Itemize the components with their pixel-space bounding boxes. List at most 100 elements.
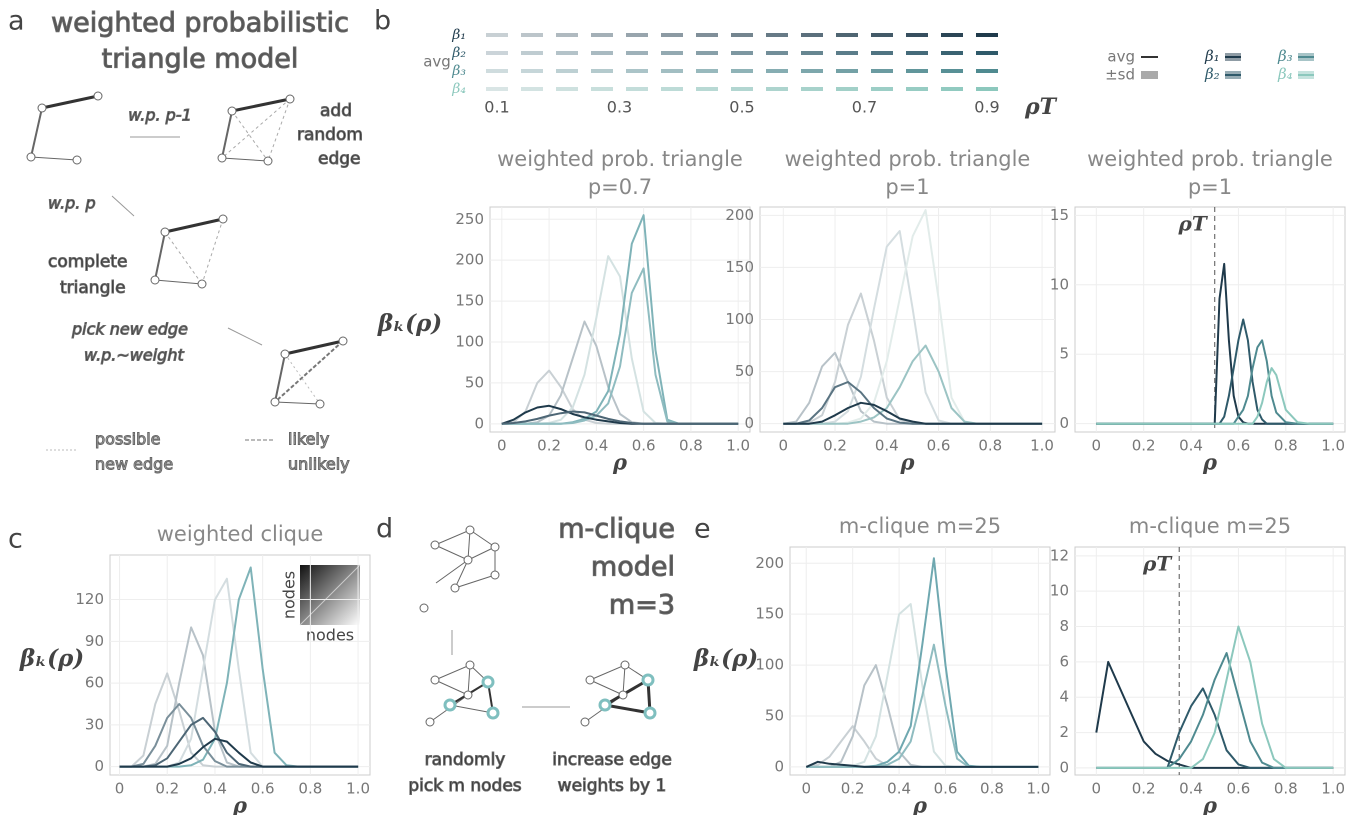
y-tick-label: 4 xyxy=(1059,688,1069,706)
chart-title: weighted prob. triangle xyxy=(1087,147,1333,171)
x-tick-label: 1.0 xyxy=(1026,780,1050,798)
legend-tick-label: 0.9 xyxy=(974,98,999,117)
y-tick-label: 15 xyxy=(1050,206,1069,224)
series-line xyxy=(501,214,739,425)
y-axis-label: βₖ(ρ) xyxy=(377,310,442,337)
x-tick-label: 1.0 xyxy=(1321,437,1345,455)
y-tick-label: 2 xyxy=(1059,723,1069,741)
series-line xyxy=(1096,625,1334,769)
series-line xyxy=(806,643,1039,768)
y-tick-label: 150 xyxy=(755,605,784,623)
x-axis-label: ρ xyxy=(612,450,628,475)
plot-area xyxy=(1074,546,1346,776)
chart-title: weighted clique xyxy=(157,522,324,546)
legend-tick-label: 0.1 xyxy=(484,98,509,117)
x-tick-label: 0.8 xyxy=(978,437,1002,455)
label: pick m nodes xyxy=(408,776,521,796)
y-tick-label: 120 xyxy=(75,590,104,608)
legend-entry: β₄ xyxy=(1277,65,1293,83)
y-tick-label: 6 xyxy=(1059,652,1069,670)
x-tick-label: 0 xyxy=(779,437,789,455)
y-tick-label: 60 xyxy=(85,674,104,692)
chart-subtitle: p=1 xyxy=(1188,175,1232,199)
panel-letter: b xyxy=(374,6,391,37)
inset-label: nodes xyxy=(306,626,354,645)
legend-entry: β₂ xyxy=(1204,65,1220,83)
series-line xyxy=(1096,367,1334,425)
chart: 0 0.2 0.4 0.6 0.8 1.0 0 2 4 6 8 10 12 m-clique m=25 ρ ρ… xyxy=(1050,514,1346,815)
legend-text: likely xyxy=(288,430,329,449)
y-tick-label: 50 xyxy=(765,706,784,724)
x-tick-label: 0.2 xyxy=(1132,780,1156,798)
y-tick-label: 100 xyxy=(755,656,784,674)
inset-label: nodes xyxy=(280,571,299,619)
series-line xyxy=(119,703,359,768)
legend-stat-swatch xyxy=(1141,71,1158,79)
series-line xyxy=(501,369,739,425)
label: w.p. p-1 xyxy=(128,106,192,125)
x-tick-label: 0.8 xyxy=(980,780,1004,798)
x-tick-label: 0.2 xyxy=(841,780,865,798)
y-tick-label: 90 xyxy=(85,632,104,650)
series-line xyxy=(783,209,1043,425)
chart-title: weighted prob. triangle xyxy=(785,147,1031,171)
legend-entry: β₃ xyxy=(1277,47,1293,65)
y-axis-label: βₖ(ρ) xyxy=(693,645,758,672)
y-axis-label: βₖ(ρ) xyxy=(19,645,84,672)
threshold-label: ρT xyxy=(1178,212,1209,236)
label: random xyxy=(297,125,363,145)
y-tick-label: 0 xyxy=(94,757,104,775)
legend-stat: ±sd xyxy=(1105,66,1135,84)
y-tick-label: 100 xyxy=(455,333,484,351)
x-tick-label: 0.6 xyxy=(927,437,951,455)
inset-c: nodes nodes xyxy=(280,564,361,645)
diagram-a: weighted probabilistic triangle model w.… xyxy=(26,7,363,474)
x-tick-label: 0.4 xyxy=(887,780,911,798)
y-tick-label: 5 xyxy=(1059,345,1069,363)
y-tick-label: 0 xyxy=(1059,414,1069,432)
series-line xyxy=(783,401,1043,425)
legend-tick-label: 0.7 xyxy=(852,98,877,117)
x-axis-label: ρ xyxy=(912,793,928,815)
series-line xyxy=(783,344,1043,425)
x-tick-label: 0.4 xyxy=(1179,437,1203,455)
chart: 0 0.2 0.4 0.6 0.8 1.0 0 5 10 15 weighted prob. tri… xyxy=(1050,147,1346,475)
label: pick new edge xyxy=(71,320,188,339)
x-tick-label: 1.0 xyxy=(726,437,750,455)
x-tick-label: 0.8 xyxy=(298,780,322,798)
title: m=3 xyxy=(609,590,675,621)
threshold-label: ρT xyxy=(1142,552,1173,576)
x-tick-label: 0 xyxy=(115,780,125,798)
y-tick-label: 12 xyxy=(1050,546,1069,564)
series-line xyxy=(501,267,739,425)
x-tick-label: 0.6 xyxy=(1226,437,1250,455)
label: complete xyxy=(48,252,127,272)
series-line xyxy=(805,760,1039,768)
x-tick-label: 0 xyxy=(801,780,811,798)
x-tick-label: 0.6 xyxy=(251,780,275,798)
label: w.p. p xyxy=(48,194,96,213)
y-tick-label: 0 xyxy=(1059,758,1069,776)
chart-title: weighted prob. triangle xyxy=(497,147,743,171)
title: weighted probabilistic xyxy=(51,8,349,39)
x-tick-label: 0 xyxy=(1092,437,1102,455)
x-tick-label: 0.4 xyxy=(1179,780,1203,798)
legend-row-label: β₂ xyxy=(451,45,466,61)
chart: 0 0.2 0.4 0.6 0.8 1.0 0 30 60 90 120 weighted cliqu… xyxy=(19,522,371,815)
chart-subtitle: p=0.7 xyxy=(588,175,652,199)
y-tick-label: 100 xyxy=(725,310,754,328)
legend-tick-label: 0.5 xyxy=(729,98,754,117)
y-tick-label: 0 xyxy=(474,414,484,432)
diagram-d: m-clique model m=3 randomly pick m nodes… xyxy=(408,513,676,797)
legend-row-label: β₄ xyxy=(451,81,466,97)
y-tick-label: 10 xyxy=(1050,275,1069,293)
chart-title: m-clique m=25 xyxy=(1129,514,1291,538)
label: edge xyxy=(318,149,361,169)
series-line xyxy=(783,230,1043,425)
x-tick-label: 0.6 xyxy=(1226,780,1250,798)
panel-letter: c xyxy=(8,524,23,555)
legend-text: possible xyxy=(95,430,161,449)
x-tick-label: 1.0 xyxy=(1321,780,1345,798)
